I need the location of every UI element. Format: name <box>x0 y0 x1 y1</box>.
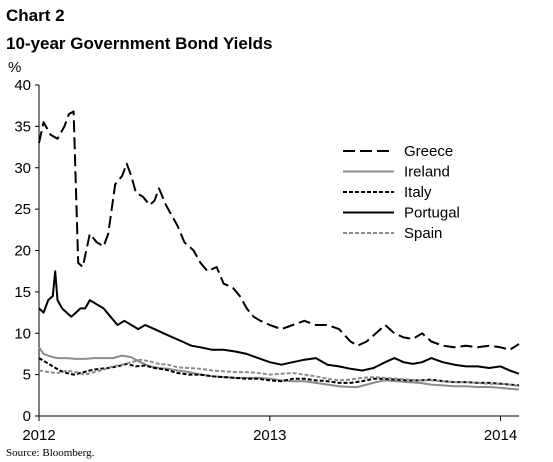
legend-label-portugal: Portugal <box>404 205 460 222</box>
x-ticks: 2012 2013 2014 <box>22 416 517 444</box>
y-tick-label: 15 <box>14 284 31 301</box>
series-line-spain <box>38 358 520 388</box>
chart-title: 10-year Government Bond Yields <box>6 34 272 53</box>
series-line-italy <box>38 357 520 387</box>
legend: Greece Ireland Italy Portugal Spain <box>343 143 460 242</box>
y-tick-label: 25 <box>14 201 31 218</box>
y-tick-label: 20 <box>14 243 31 260</box>
y-ticks: 0 5 10 15 20 25 30 35 40 <box>14 77 39 425</box>
legend-label-greece: Greece <box>404 143 453 160</box>
y-tick-label: 40 <box>14 77 31 94</box>
y-tick-label: 10 <box>14 325 31 342</box>
x-tick-label: 2012 <box>22 427 55 444</box>
x-tick-label: 2014 <box>484 427 517 444</box>
series-layer <box>38 110 520 391</box>
chart-number: Chart 2 <box>6 6 65 25</box>
source-note: Source: Bloomberg. <box>6 447 95 459</box>
series-line-greece <box>38 110 520 351</box>
legend-label-ireland: Ireland <box>404 164 450 181</box>
series-line-portugal <box>38 270 520 375</box>
y-unit-label: % <box>8 59 21 76</box>
x-tick-label: 2013 <box>253 427 286 444</box>
y-tick-label: 5 <box>23 367 31 384</box>
y-tick-label: 30 <box>14 160 31 177</box>
y-tick-label: 35 <box>14 118 31 135</box>
legend-label-spain: Spain <box>404 225 442 242</box>
legend-label-italy: Italy <box>404 184 432 201</box>
series-line-ireland <box>38 346 520 391</box>
y-tick-label: 0 <box>23 408 31 425</box>
